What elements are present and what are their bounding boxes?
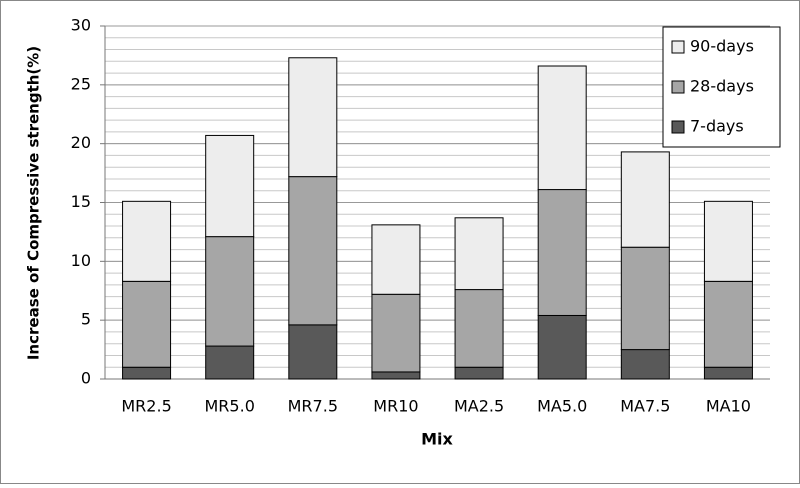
bar-segment	[122, 280, 172, 368]
bar-segment	[122, 200, 172, 282]
x-tick-label: MR10	[373, 397, 418, 416]
bar-segment	[703, 280, 753, 368]
bar-segment	[537, 189, 587, 316]
bar-segment	[371, 224, 421, 295]
x-tick-label: MA10	[706, 397, 751, 416]
legend-label: 90-days	[690, 37, 754, 56]
bar-segment	[703, 200, 753, 282]
x-tick-label: MA7.5	[620, 397, 670, 416]
x-tick-label: MR2.5	[121, 397, 171, 416]
bar-segment	[537, 65, 587, 191]
legend-label: 7-days	[690, 117, 744, 136]
bar-segment	[454, 366, 504, 380]
y-tick-label: 25	[71, 74, 91, 93]
x-tick-label: MR5.0	[205, 397, 255, 416]
y-tick-label: 30	[71, 16, 91, 35]
legend-swatch	[671, 80, 685, 94]
y-tick-label: 5	[81, 310, 91, 329]
bar-segment	[288, 176, 338, 326]
bar-segment	[371, 371, 421, 380]
bar-segment	[620, 151, 670, 248]
y-tick-label: 0	[81, 369, 91, 388]
bar-segment	[205, 134, 255, 238]
bar-segment	[620, 349, 670, 380]
y-tick-label: 15	[71, 192, 91, 211]
legend-swatch	[671, 120, 685, 134]
x-axis-title: Mix	[421, 430, 453, 449]
x-tick-label: MA2.5	[454, 397, 504, 416]
y-tick-label: 20	[71, 133, 91, 152]
legend-swatch	[671, 40, 685, 54]
bar-segment	[122, 366, 172, 380]
bar-segment	[205, 236, 255, 347]
legend-label: 28-days	[690, 77, 754, 96]
y-axis-title: Increase of Compressive strength(%)	[25, 46, 43, 360]
bar-segment	[371, 293, 421, 373]
bar-segment	[454, 217, 504, 291]
y-tick-label: 10	[71, 251, 91, 270]
bar-segment	[620, 246, 670, 351]
x-tick-label: MA5.0	[537, 397, 587, 416]
bar-segment	[205, 345, 255, 380]
bar-segment	[454, 289, 504, 368]
bar-segment	[288, 324, 338, 380]
bar-segment	[703, 366, 753, 380]
x-tick-label: MR7.5	[288, 397, 338, 416]
bar-segment	[288, 57, 338, 178]
bar-segment	[537, 314, 587, 380]
